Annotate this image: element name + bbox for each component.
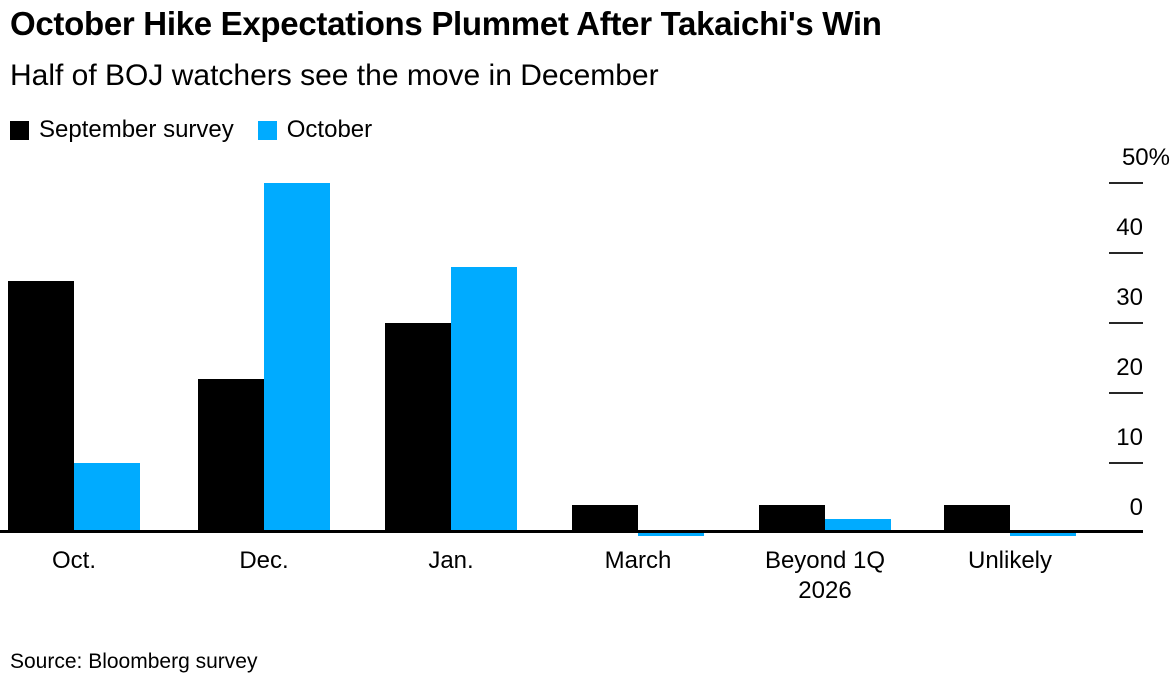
chart-title: October Hike Expectations Plummet After … — [10, 5, 882, 42]
y-axis-label: 30 — [1116, 284, 1143, 311]
bar-september-survey-oct — [8, 281, 74, 533]
legend: September survey October — [10, 116, 372, 144]
bar-september-survey-beyond-1q-2026 — [759, 505, 825, 533]
chart-subtitle: Half of BOJ watchers see the move in Dec… — [10, 59, 659, 92]
y-axis-label: 40 — [1116, 214, 1143, 241]
september-survey-swatch — [10, 120, 29, 140]
x-axis-line — [0, 530, 1143, 533]
bar-october-jan — [451, 267, 517, 533]
y-axis-tick — [1109, 392, 1143, 394]
bar-october-march — [638, 533, 704, 536]
legend-label: September survey — [39, 116, 234, 143]
bar-october-unlikely — [1010, 533, 1076, 536]
y-axis-tick — [1109, 462, 1143, 464]
bar-september-survey-march — [572, 505, 638, 533]
x-axis-label: Unlikely — [967, 547, 1053, 574]
bar-september-survey-dec — [198, 379, 264, 533]
y-axis-tick — [1109, 182, 1143, 184]
bar-october-beyond-1q-2026 — [825, 519, 891, 533]
y-axis-tick — [1109, 252, 1143, 254]
x-axis-label: March — [604, 547, 672, 574]
y-axis-label: 10 — [1116, 424, 1143, 451]
x-axis-label: Dec. — [239, 547, 289, 574]
source-note: Source: Bloomberg survey — [10, 650, 258, 673]
bar-september-survey-unlikely — [944, 505, 1010, 533]
legend-item-october: October — [257, 116, 373, 144]
x-axis-label: Jan. — [428, 547, 474, 574]
x-axis-label: Beyond 1Q 2026 — [764, 547, 886, 604]
bar-september-survey-jan — [385, 323, 451, 533]
legend-item-september-survey: September survey — [10, 116, 234, 144]
bar-october-dec — [264, 183, 330, 533]
legend-label: October — [286, 116, 373, 143]
y-axis-label: 0 — [1129, 494, 1143, 521]
october-swatch — [257, 120, 277, 140]
y-axis-tick — [1109, 322, 1143, 324]
y-axis-label: 50% — [1121, 144, 1170, 171]
y-axis-label: 20 — [1116, 354, 1143, 381]
bar-october-oct — [74, 463, 140, 533]
x-axis-label: Oct. — [51, 547, 96, 574]
